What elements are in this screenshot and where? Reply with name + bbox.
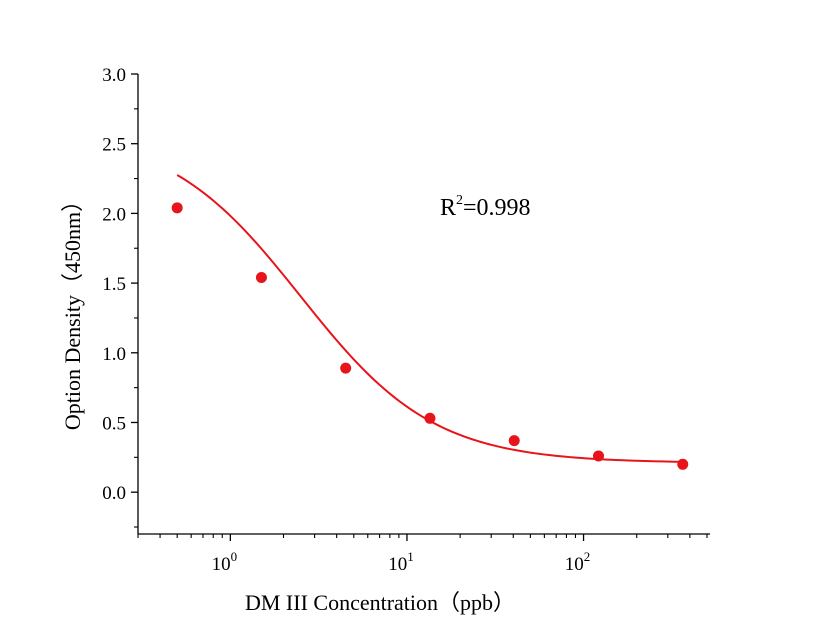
data-point	[340, 362, 352, 374]
x-tick-label-base: 10	[388, 554, 407, 575]
r-squared-value: =0.998	[463, 195, 531, 221]
y-tick-label: 1.0	[102, 344, 126, 365]
y-tick-label: 3.0	[102, 65, 126, 86]
y-tick-label: 0.5	[102, 413, 126, 434]
x-tick-label: 102	[565, 549, 591, 575]
data-point	[677, 458, 689, 470]
x-axis-title: DM III Concentration（ppb）	[245, 590, 515, 615]
r-squared-superscript: 2	[456, 193, 463, 208]
ticks	[131, 73, 708, 541]
y-axis-title: Option Density（450nm）	[60, 190, 85, 430]
x-tick-label-base: 10	[565, 554, 584, 575]
x-tick-label: 100	[212, 549, 238, 575]
data-point	[592, 450, 604, 462]
data-point	[255, 272, 267, 284]
data-point	[171, 202, 183, 214]
y-tick-label: 1.5	[102, 274, 126, 295]
x-tick-label-exponent: 2	[584, 549, 591, 564]
x-tick-label-exponent: 1	[407, 549, 414, 564]
x-tick-label: 101	[388, 549, 414, 575]
r-squared-annotation: R2=0.998	[440, 193, 531, 221]
axes	[137, 74, 710, 535]
y-tick-label: 2.0	[102, 204, 126, 225]
x-tick-label-exponent: 0	[231, 549, 238, 564]
data-points	[171, 202, 689, 470]
r-squared-base: R	[440, 195, 456, 221]
y-tick-label: 2.5	[102, 135, 126, 156]
data-point	[508, 435, 520, 447]
x-tick-label-base: 10	[212, 554, 231, 575]
y-tick-label: 0.0	[102, 483, 126, 504]
data-point	[424, 412, 436, 424]
